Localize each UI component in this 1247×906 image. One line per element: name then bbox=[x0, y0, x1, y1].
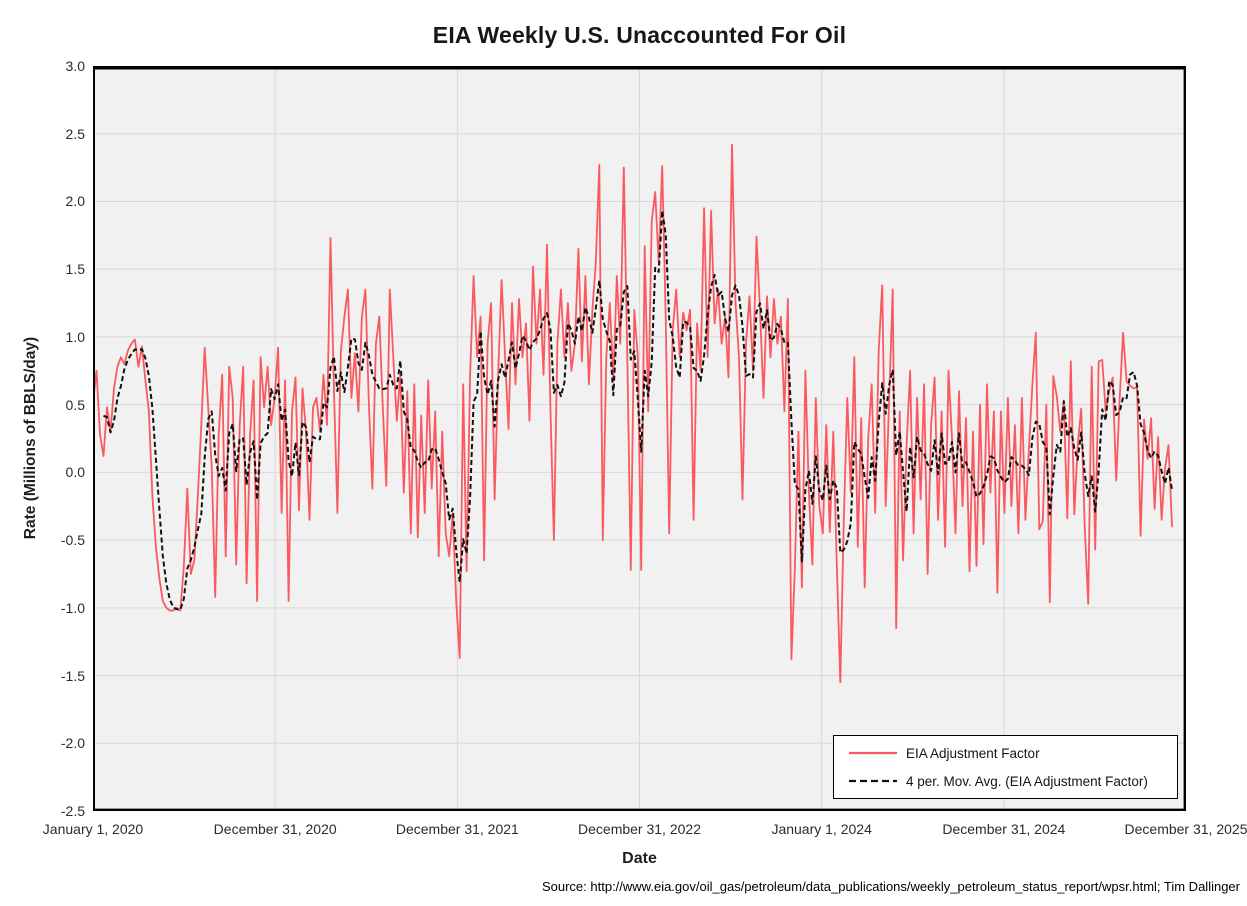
y-axis-title: Rate (Millions of BBLS/day) bbox=[22, 336, 39, 540]
x-tick-label: January 1, 2024 bbox=[771, 821, 872, 837]
legend-label: 4 per. Mov. Avg. (EIA Adjustment Factor) bbox=[906, 773, 1148, 789]
chart-title: EIA Weekly U.S. Unaccounted For Oil bbox=[432, 22, 847, 48]
y-tick-label: 2.0 bbox=[65, 193, 85, 210]
y-tick-label: 0.5 bbox=[65, 396, 85, 413]
legend-line-dashed-black-icon bbox=[849, 779, 897, 783]
legend: EIA Adjustment Factor 4 per. Mov. Avg. (… bbox=[833, 735, 1178, 799]
y-tick-label: 0.0 bbox=[65, 464, 85, 481]
x-tick-label: December 31, 2020 bbox=[213, 821, 337, 837]
x-tick-label: January 1, 2020 bbox=[42, 821, 144, 837]
series-4-per-moving-average bbox=[103, 209, 1173, 611]
legend-entry-moving-average: 4 per. Mov. Avg. (EIA Adjustment Factor) bbox=[849, 774, 1173, 789]
y-tick-label: -1.0 bbox=[60, 599, 85, 616]
source-note: Source: http://www.eia.gov/oil_gas/petro… bbox=[541, 879, 1240, 894]
y-tick-label: -2.5 bbox=[60, 803, 85, 819]
x-axis-title: Date bbox=[622, 850, 657, 867]
series-eia-adjustment-factor bbox=[93, 143, 1173, 684]
y-tick-label: 1.5 bbox=[65, 261, 85, 278]
y-tick-label: 2.5 bbox=[65, 125, 85, 142]
y-tick-label: -1.5 bbox=[60, 667, 85, 684]
plot-area bbox=[93, 66, 1186, 811]
y-tick-label: 1.0 bbox=[65, 328, 85, 345]
x-tick-label: December 31, 2022 bbox=[578, 821, 701, 837]
y-tick-label: 3.0 bbox=[65, 58, 85, 74]
x-tick-label: December 31, 2025 bbox=[1124, 821, 1247, 837]
legend-label: EIA Adjustment Factor bbox=[906, 745, 1040, 761]
legend-entry-eia-adjustment-factor: EIA Adjustment Factor bbox=[849, 746, 1173, 761]
x-tick-label: December 31, 2024 bbox=[942, 821, 1066, 837]
y-tick-label: -2.0 bbox=[60, 735, 85, 752]
legend-line-solid-red-icon bbox=[849, 751, 897, 755]
x-tick-label: December 31, 2021 bbox=[395, 821, 519, 837]
y-tick-label: -0.5 bbox=[60, 532, 85, 549]
plot-border bbox=[93, 66, 1186, 811]
